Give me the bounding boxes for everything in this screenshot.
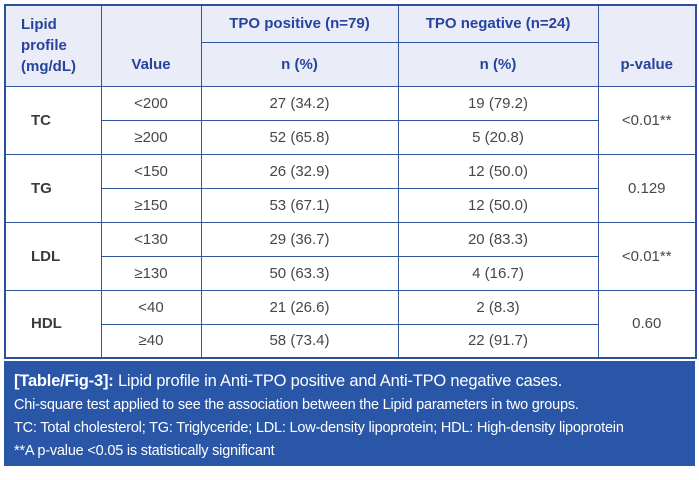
tpo-negative-cell: 22 (91.7) (397, 323, 599, 359)
header-row-sub: n (%) n (%) (5, 41, 696, 87)
header-row-top: Lipid profile (mg/dL) Value TPO positive… (4, 4, 697, 87)
header-lipid-profile: Lipid profile (mg/dL) (4, 4, 102, 87)
header-value: Value (100, 4, 202, 87)
table-row: ≥40 58 (73.4) 22 (91.7) (5, 323, 696, 359)
table-caption: [Table/Fig-3]: Lipid profile in Anti-TPO… (4, 361, 695, 466)
value-cell: <130 (100, 221, 202, 257)
tpo-positive-cell: 26 (32.9) (200, 153, 399, 189)
header-tpo-positive: TPO positive (n=79) (200, 4, 399, 43)
caption-note-abbreviations: TC: Total cholesterol; TG: Triglyceride;… (14, 420, 624, 436)
caption-title-line: [Table/Fig-3]: Lipid profile in Anti-TPO… (14, 369, 685, 393)
row-group-label-tc: TC (4, 85, 102, 155)
value-cell: <200 (100, 85, 202, 121)
tpo-positive-cell: 52 (65.8) (200, 119, 399, 155)
tpo-positive-cell: 27 (34.2) (200, 85, 399, 121)
tpo-positive-cell: 53 (67.1) (200, 187, 399, 223)
tpo-negative-cell: 12 (50.0) (397, 187, 599, 223)
row-group-label-hdl: HDL (4, 289, 102, 359)
tpo-positive-cell: 50 (63.3) (200, 255, 399, 291)
tpo-positive-cell: 58 (73.4) (200, 323, 399, 359)
table-row: ≥150 53 (67.1) 12 (50.0) (5, 187, 696, 223)
value-cell: ≥150 (100, 187, 202, 223)
value-cell: ≥130 (100, 255, 202, 291)
header-pvalue: p-value (597, 4, 697, 87)
table-row: LDL <130 29 (36.7) 20 (83.3) <0.01** (4, 221, 697, 291)
caption-note-chi-square: Chi-square test applied to see the assoc… (14, 397, 579, 413)
tpo-positive-cell: 29 (36.7) (200, 221, 399, 257)
tpo-negative-cell: 19 (79.2) (397, 85, 599, 121)
table-row: ≥130 50 (63.3) 4 (16.7) (5, 255, 696, 291)
table-row: TG <150 26 (32.9) 12 (50.0) 0.129 (4, 153, 697, 223)
tpo-negative-cell: 20 (83.3) (397, 221, 599, 257)
table-row: TC <200 27 (34.2) 19 (79.2) <0.01** (4, 85, 697, 155)
subheader-n-pct-negative: n (%) (397, 41, 599, 87)
caption-note-significance: **A p-value <0.05 is statistically signi… (14, 443, 275, 459)
row-group-label-tg: TG (4, 153, 102, 223)
table-row: ≥200 52 (65.8) 5 (20.8) (5, 119, 696, 155)
pvalue-cell-ldl: <0.01** (597, 221, 697, 291)
pvalue-cell-tg: 0.129 (597, 153, 697, 223)
pvalue-cell-hdl: 0.60 (597, 289, 697, 359)
caption-title: Lipid profile in Anti-TPO positive and A… (113, 372, 563, 390)
table-row: HDL <40 21 (26.6) 2 (8.3) 0.60 (4, 289, 697, 359)
value-cell: <150 (100, 153, 202, 189)
tpo-negative-cell: 12 (50.0) (397, 153, 599, 189)
pvalue-cell-tc: <0.01** (597, 85, 697, 155)
caption-tag: [Table/Fig-3]: (14, 372, 114, 390)
tpo-negative-cell: 5 (20.8) (397, 119, 599, 155)
value-cell: <40 (100, 289, 202, 325)
tpo-negative-cell: 4 (16.7) (397, 255, 599, 291)
header-tpo-negative: TPO negative (n=24) (397, 4, 599, 43)
tpo-positive-cell: 21 (26.6) (200, 289, 399, 325)
tpo-negative-cell: 2 (8.3) (397, 289, 599, 325)
value-cell: ≥40 (100, 323, 202, 359)
lipid-profile-table: Lipid profile (mg/dL) Value TPO positive… (4, 4, 697, 359)
row-group-label-ldl: LDL (4, 221, 102, 291)
value-cell: ≥200 (100, 119, 202, 155)
subheader-n-pct-positive: n (%) (200, 41, 399, 87)
